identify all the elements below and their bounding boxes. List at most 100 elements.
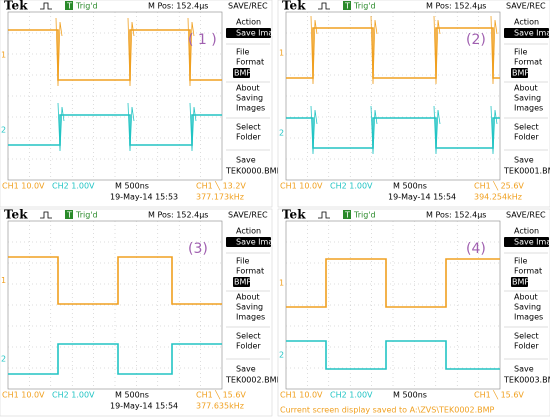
menu-selected: BMP <box>234 69 251 78</box>
timebase: M 500ns <box>115 182 149 191</box>
frequency: 394.254kHz <box>474 193 522 202</box>
brand: Tek <box>4 0 28 13</box>
ringing <box>57 102 65 152</box>
ch2-scale: CH2 1.00V <box>52 182 95 191</box>
ch1-scale: CH1 10.0V <box>2 391 45 400</box>
menu-highlight <box>233 68 250 78</box>
trig-status: Trig'd <box>75 211 98 220</box>
menu-item: Saving <box>236 303 263 312</box>
menu-item: Action <box>514 18 539 27</box>
menu-item: Action <box>236 227 261 236</box>
menu-item: Select <box>514 123 539 132</box>
menu-title: SAVE/REC <box>228 2 268 11</box>
menu-title: SAVE/REC <box>506 211 546 220</box>
menu-item: File <box>236 257 249 266</box>
ch2-trace <box>286 117 500 149</box>
ringing <box>55 17 63 87</box>
menu-item: Format <box>514 58 542 67</box>
ch1-trace <box>286 27 500 79</box>
trigger-level: CH1 ╲ 15.6V <box>474 390 524 400</box>
trig-status: Trig'd <box>75 2 98 11</box>
menu-item: About <box>236 84 260 93</box>
menu-item: Save <box>236 156 256 165</box>
menu-item: Saving <box>514 94 541 103</box>
menu-highlight <box>504 28 549 38</box>
menu-highlight <box>511 277 528 287</box>
menu-highlight <box>226 28 271 38</box>
menu-selected: BMP <box>512 69 529 78</box>
ch1-marker: 1 <box>1 276 6 285</box>
timestamp: 19-May-14 15:54 <box>388 193 456 202</box>
ringing <box>433 15 441 85</box>
scope-panel: Tek T Trig'd M Pos: 152.4µs SAVE/REC 1 2 (3) Act… <box>0 208 283 417</box>
ringing <box>127 17 135 87</box>
menu-item: Folder <box>236 133 261 142</box>
ringing <box>187 17 195 87</box>
menu-item: About <box>236 293 260 302</box>
menu-title: SAVE/REC <box>506 2 546 11</box>
menu-item: Save <box>514 365 534 374</box>
menu-selected: Save Image <box>236 29 283 38</box>
menu-item: TEK0002.BMP <box>225 376 281 385</box>
scope-panel: Tek T Trig'd M Pos: 152.4µs SAVE/REC 1 2 (2) Act… <box>277 0 550 208</box>
menu-item: Format <box>236 58 264 67</box>
menu-item: Action <box>236 18 261 27</box>
ch2-marker: 2 <box>279 351 284 360</box>
position: M Pos: 152.4µs <box>148 2 208 11</box>
menu-selected: Save Image <box>514 29 550 38</box>
menu-item: Save <box>514 156 534 165</box>
ringing <box>490 105 498 155</box>
menu-item: TEK0000.BMP <box>225 167 281 176</box>
menu-item: TEK0003.BMP <box>503 376 550 385</box>
menu-selected: Save Image <box>236 238 283 247</box>
menu-item: Select <box>514 332 539 341</box>
trig-badge <box>65 210 73 219</box>
trig-t: T <box>66 2 72 11</box>
trigger-icon <box>40 211 52 219</box>
menu-item: File <box>514 48 527 57</box>
menu-item: Folder <box>514 342 539 351</box>
menu-item: Images <box>514 313 543 322</box>
ch1-trace <box>286 258 500 308</box>
timebase: M 500ns <box>115 391 149 400</box>
menu-highlight <box>233 277 250 287</box>
trig-badge <box>65 1 73 10</box>
ringing <box>189 102 197 152</box>
menu-item: Images <box>236 313 265 322</box>
brand: Tek <box>282 208 306 222</box>
menu-item: Saving <box>514 303 541 312</box>
ch2-marker: 2 <box>1 126 6 135</box>
ringing <box>370 15 378 85</box>
menu-item: Folder <box>236 342 261 351</box>
ch2-scale: CH2 1.00V <box>52 391 95 400</box>
frequency: 377.173kHz <box>196 193 244 202</box>
menu-item: File <box>514 257 527 266</box>
ch2-marker: 2 <box>279 129 284 138</box>
menu-selected: BMP <box>234 278 251 287</box>
trig-t: T <box>66 211 72 220</box>
trigger-level: CH1 ╲ 25.6V <box>474 181 524 191</box>
menu-item: Format <box>514 267 542 276</box>
trig-badge <box>343 210 351 219</box>
menu-item: File <box>236 48 249 57</box>
ch2-marker: 2 <box>1 355 6 364</box>
trigger-level: CH1 ╲ 15.6V <box>196 390 246 400</box>
frequency: 377.635kHz <box>196 402 244 411</box>
ringing <box>310 105 318 155</box>
ch2-scale: CH2 1.00V <box>330 391 373 400</box>
panel-label: (2) <box>466 32 486 48</box>
trig-t: T <box>344 211 350 220</box>
ch2-scale: CH2 1.00V <box>330 182 373 191</box>
timestamp: 19-May-14 15:54 <box>110 402 178 411</box>
menu-item: Images <box>236 104 265 113</box>
menu-item: About <box>514 293 538 302</box>
ringing <box>310 15 318 85</box>
trigger-icon <box>40 2 52 10</box>
ch1-marker: 1 <box>1 51 6 60</box>
timebase: M 500ns <box>393 391 427 400</box>
menu-item: Select <box>236 123 261 132</box>
ch1-trace <box>8 256 222 305</box>
position: M Pos: 152.4µs <box>148 211 208 220</box>
timestamp: 19-May-14 15:53 <box>110 193 178 202</box>
panel-label: (4) <box>466 241 486 257</box>
